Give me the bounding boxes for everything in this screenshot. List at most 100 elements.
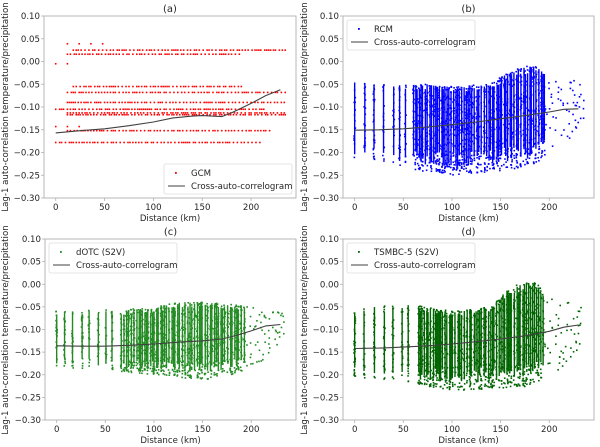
data-point <box>434 383 436 385</box>
data-point <box>174 312 176 315</box>
data-point <box>578 106 581 108</box>
data-point <box>503 163 505 166</box>
data-point <box>138 108 141 111</box>
data-point <box>131 315 133 317</box>
data-point <box>123 141 125 144</box>
data-point <box>459 161 461 164</box>
data-point <box>189 374 192 376</box>
data-point <box>162 372 165 375</box>
data-point <box>120 323 123 326</box>
data-point <box>363 87 366 90</box>
data-point <box>465 143 467 145</box>
data-point <box>220 113 223 116</box>
data-point <box>221 370 224 372</box>
data-point <box>354 341 357 344</box>
data-point <box>184 328 187 330</box>
data-point <box>473 112 476 114</box>
data-point <box>210 85 212 88</box>
data-point <box>152 85 155 88</box>
data-point <box>463 168 465 170</box>
data-point <box>243 340 246 342</box>
data-point-column <box>415 85 417 152</box>
data-point <box>196 360 199 363</box>
data-point <box>583 99 585 102</box>
data-point <box>465 123 468 126</box>
data-point <box>484 163 486 165</box>
data-point <box>189 53 192 56</box>
data-point <box>104 113 107 116</box>
data-point <box>273 101 276 104</box>
data-point <box>420 159 422 162</box>
data-point <box>453 99 456 101</box>
data-point <box>81 367 84 369</box>
data-point <box>437 94 440 97</box>
data-point <box>511 152 513 155</box>
data-point <box>280 91 283 94</box>
data-point <box>429 94 431 96</box>
data-point-column <box>130 313 133 369</box>
data-point <box>153 331 156 333</box>
data-point <box>469 160 472 162</box>
data-point <box>72 91 75 94</box>
data-point <box>214 318 216 321</box>
data-point <box>364 124 366 127</box>
data-point <box>177 53 179 56</box>
data-point <box>198 141 201 144</box>
data-point <box>92 141 94 144</box>
data-point <box>222 341 224 344</box>
data-point <box>89 53 91 56</box>
data-point <box>450 125 453 128</box>
data-point <box>435 102 438 105</box>
data-point <box>496 85 499 87</box>
data-point <box>147 53 150 56</box>
data-point <box>513 106 516 109</box>
data-point <box>177 141 180 144</box>
data-point <box>66 113 69 116</box>
data-point <box>191 362 193 364</box>
data-point <box>509 130 512 132</box>
data-point <box>146 326 148 329</box>
data-point <box>165 342 168 345</box>
data-point <box>198 113 201 116</box>
data-point <box>554 129 557 132</box>
data-point <box>212 53 214 56</box>
data-point <box>240 344 243 346</box>
data-point <box>498 96 500 98</box>
data-point <box>101 49 104 51</box>
data-point <box>120 112 122 114</box>
data-point <box>196 53 199 56</box>
data-point <box>88 331 90 334</box>
data-point <box>532 126 535 129</box>
data-point <box>449 129 452 132</box>
data-point <box>234 371 236 374</box>
data-point <box>227 129 230 132</box>
data-point <box>500 135 502 138</box>
data-point <box>187 91 190 94</box>
data-point <box>241 129 244 132</box>
data-point <box>496 139 499 142</box>
data-point <box>88 361 90 364</box>
data-point <box>227 352 229 355</box>
data-point <box>141 313 143 316</box>
data-point <box>419 336 422 339</box>
data-point <box>512 114 515 116</box>
data-point <box>202 85 205 88</box>
data-point <box>122 108 124 111</box>
data-point <box>477 153 480 155</box>
data-point <box>223 353 226 356</box>
data-point <box>497 98 499 101</box>
data-point <box>217 129 219 132</box>
data-point <box>244 49 247 51</box>
data-point-column <box>184 302 186 372</box>
data-point <box>114 91 117 94</box>
data-point <box>172 85 174 88</box>
data-point <box>196 302 199 304</box>
data-point <box>81 340 83 342</box>
data-point <box>144 141 147 144</box>
data-point <box>438 110 440 113</box>
data-point <box>224 312 226 315</box>
data-point <box>204 334 207 336</box>
data-point <box>193 302 195 304</box>
data-point <box>127 312 130 314</box>
data-point <box>199 313 202 316</box>
